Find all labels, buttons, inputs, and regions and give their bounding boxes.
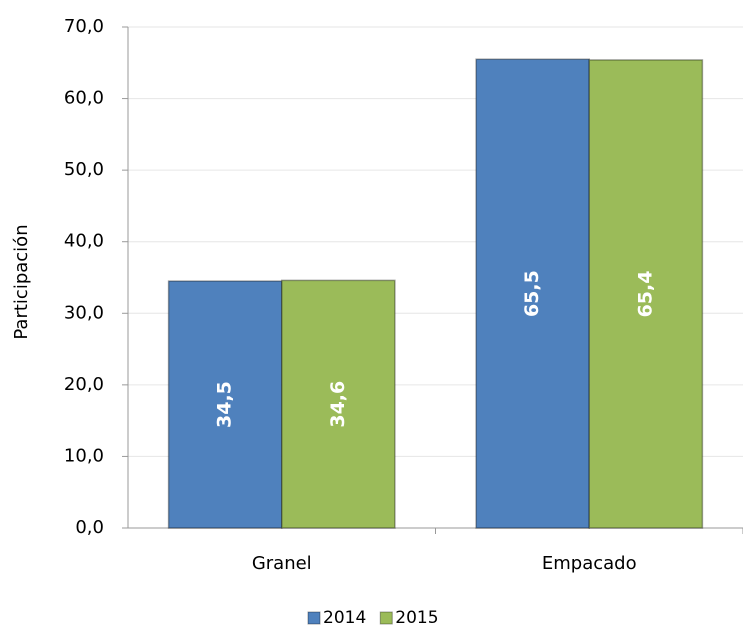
y-tick-label: 60,0 (64, 88, 104, 109)
y-tick-label: 50,0 (64, 159, 104, 180)
y-axis-label: Participación (11, 224, 32, 339)
y-tick-label: 10,0 (64, 445, 104, 466)
bar (167, 280, 283, 529)
bar (475, 58, 590, 529)
y-tick-label: 30,0 (64, 302, 104, 323)
x-tick-label: Granel (252, 553, 312, 574)
data-label: 34,5 (214, 381, 236, 428)
legend-label: 2015 (395, 608, 438, 628)
legend-label: 2014 (323, 608, 366, 628)
bar (588, 59, 704, 529)
y-tick-label: 40,0 (64, 231, 104, 252)
x-tick-label: Empacado (542, 553, 637, 574)
bar (281, 279, 396, 529)
legend-swatch (307, 611, 321, 625)
data-label: 34,6 (327, 381, 349, 428)
y-tick-label: 70,0 (64, 16, 104, 37)
data-label: 65,4 (634, 271, 656, 318)
y-tick-label: 20,0 (64, 374, 104, 395)
data-label: 65,5 (521, 270, 543, 317)
legend-swatch (379, 611, 393, 625)
y-tick-label: 0,0 (75, 517, 104, 538)
